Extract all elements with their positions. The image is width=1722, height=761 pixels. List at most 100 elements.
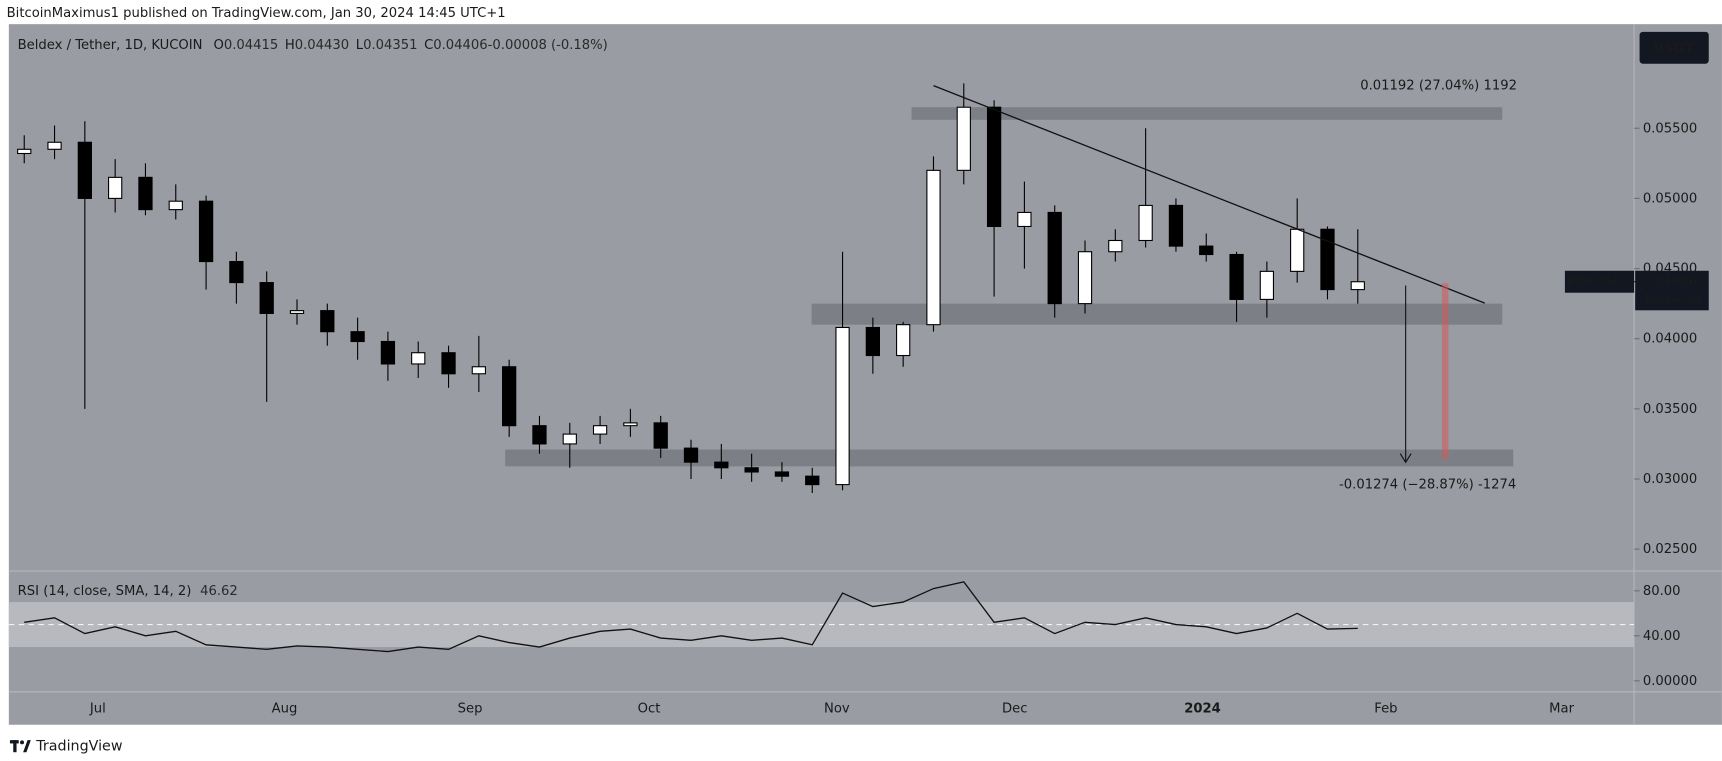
x-tick-label: 2024 [1184,701,1221,716]
x-tick-label: Mar [1549,701,1574,716]
rsi-line [24,581,1358,653]
candle-body [865,326,880,357]
chart-legend: Beldex / Tether, 1D, KUCOIN O0.04415 H0.04… [18,38,608,53]
logo-part [20,740,25,745]
candle-body [1168,204,1184,247]
y-tick-label: 0.05500 [1643,121,1697,136]
x-tick-label: Nov [824,701,850,716]
candle-body [1017,211,1032,228]
candle-body [1138,204,1153,242]
legend-value: 0.04351 [363,38,417,53]
x-tick-label: Dec [1002,701,1027,716]
legend-key: O [213,38,223,53]
price-zone [811,303,1503,325]
rsi-legend: RSI (14, close, SMA, 14, 2) 46.62 [18,584,238,599]
legend-value: 0.04430 [295,38,349,53]
candle-body [1350,281,1365,291]
footer-logo [9,740,31,753]
candle-body [380,340,396,365]
candle-body [198,200,214,263]
footer-brand: TradingView [35,739,123,755]
candle-body [138,176,153,211]
trendline [933,85,1485,304]
x-tick-label: Jul [89,701,106,716]
candle-body [108,176,123,199]
candle-body [805,475,820,486]
candle-body [623,422,638,427]
symbol-tag [1564,270,1635,293]
candle-body [411,352,426,365]
candle-body [1108,239,1123,253]
currency-button [1639,31,1709,64]
publisher-line: BitcoinMaximus1 published on TradingView… [7,6,506,21]
price-zone [505,449,1514,467]
candle-body [562,433,577,445]
candle-body [926,169,941,326]
candle-body [1047,211,1062,305]
annotation: 0.01192 (27.04%) 1192 [1360,79,1517,94]
logo-part [13,740,17,753]
candle-body [1199,245,1214,256]
candle-body [532,425,547,445]
x-tick-label: Feb [1374,701,1397,716]
candle-body [320,310,335,333]
candle-body [653,422,668,449]
y-tick-label: 0.05000 [1643,191,1697,206]
candle-body [774,471,790,477]
y-tick-label: 40.00 [1643,629,1681,644]
y-tick-label: 80.00 [1643,584,1681,599]
candle-body [229,260,244,284]
logo-part [23,740,31,753]
rsi-title: RSI (14, close, SMA, 14, 2) [18,584,192,599]
countdown: 10:14:24 [1643,292,1702,307]
y-tick-label: 0.03000 [1643,472,1697,487]
legend-value: 0.04406 [433,38,487,53]
candle-body [471,366,486,375]
measure-band [1441,283,1449,460]
price-tag [1635,270,1709,311]
annotation: -0.01274 (−28.87%) -1274 [1339,477,1516,492]
candle-body [17,148,32,155]
candle-body [289,310,305,314]
candle-body [259,282,274,314]
candle-body [956,106,971,171]
candle-body [1320,228,1335,291]
candle-body [1077,251,1093,305]
y-tick-label: 0.00000 [1643,674,1697,689]
currency-label: USDT [1654,41,1694,56]
last-price: 0.04406 [1643,275,1697,290]
candle-body [592,425,608,435]
x-tick-label: Sep [458,701,483,716]
candle-body [350,331,365,343]
x-tick-label: Aug [272,701,298,716]
candle-body [683,447,699,463]
candle-body [744,467,759,473]
candle-body [47,141,62,150]
candle-body [1229,253,1244,300]
candle-body [986,106,1002,228]
candle-body [896,324,911,357]
legend-value: -0.00008 (-0.18%) [488,38,608,53]
y-tick-label: 0.04000 [1643,332,1697,347]
measure-arrowhead [1399,453,1412,464]
x-tick-label: Oct [638,701,661,716]
candle-body [77,141,92,199]
candle-body [441,352,456,375]
candle-body [168,200,183,211]
legend-value: 0.04415 [224,38,278,53]
legend-key: H [285,38,295,53]
candle-body [502,366,517,427]
symbol-name: BDXUSDT [1567,275,1632,290]
legend-key: L [356,38,364,53]
candle-body [835,326,850,486]
chart-title: Beldex / Tether, 1D, KUCOIN [18,38,203,53]
price-zone [911,107,1503,120]
candle-body [714,461,729,469]
candle-body [1259,270,1275,300]
y-tick-label: 0.02500 [1643,542,1697,557]
legend-key: C [424,38,433,53]
y-tick-label: 0.03500 [1643,402,1697,417]
rsi-last-value: 46.62 [200,584,238,599]
candle-body [1290,228,1305,272]
